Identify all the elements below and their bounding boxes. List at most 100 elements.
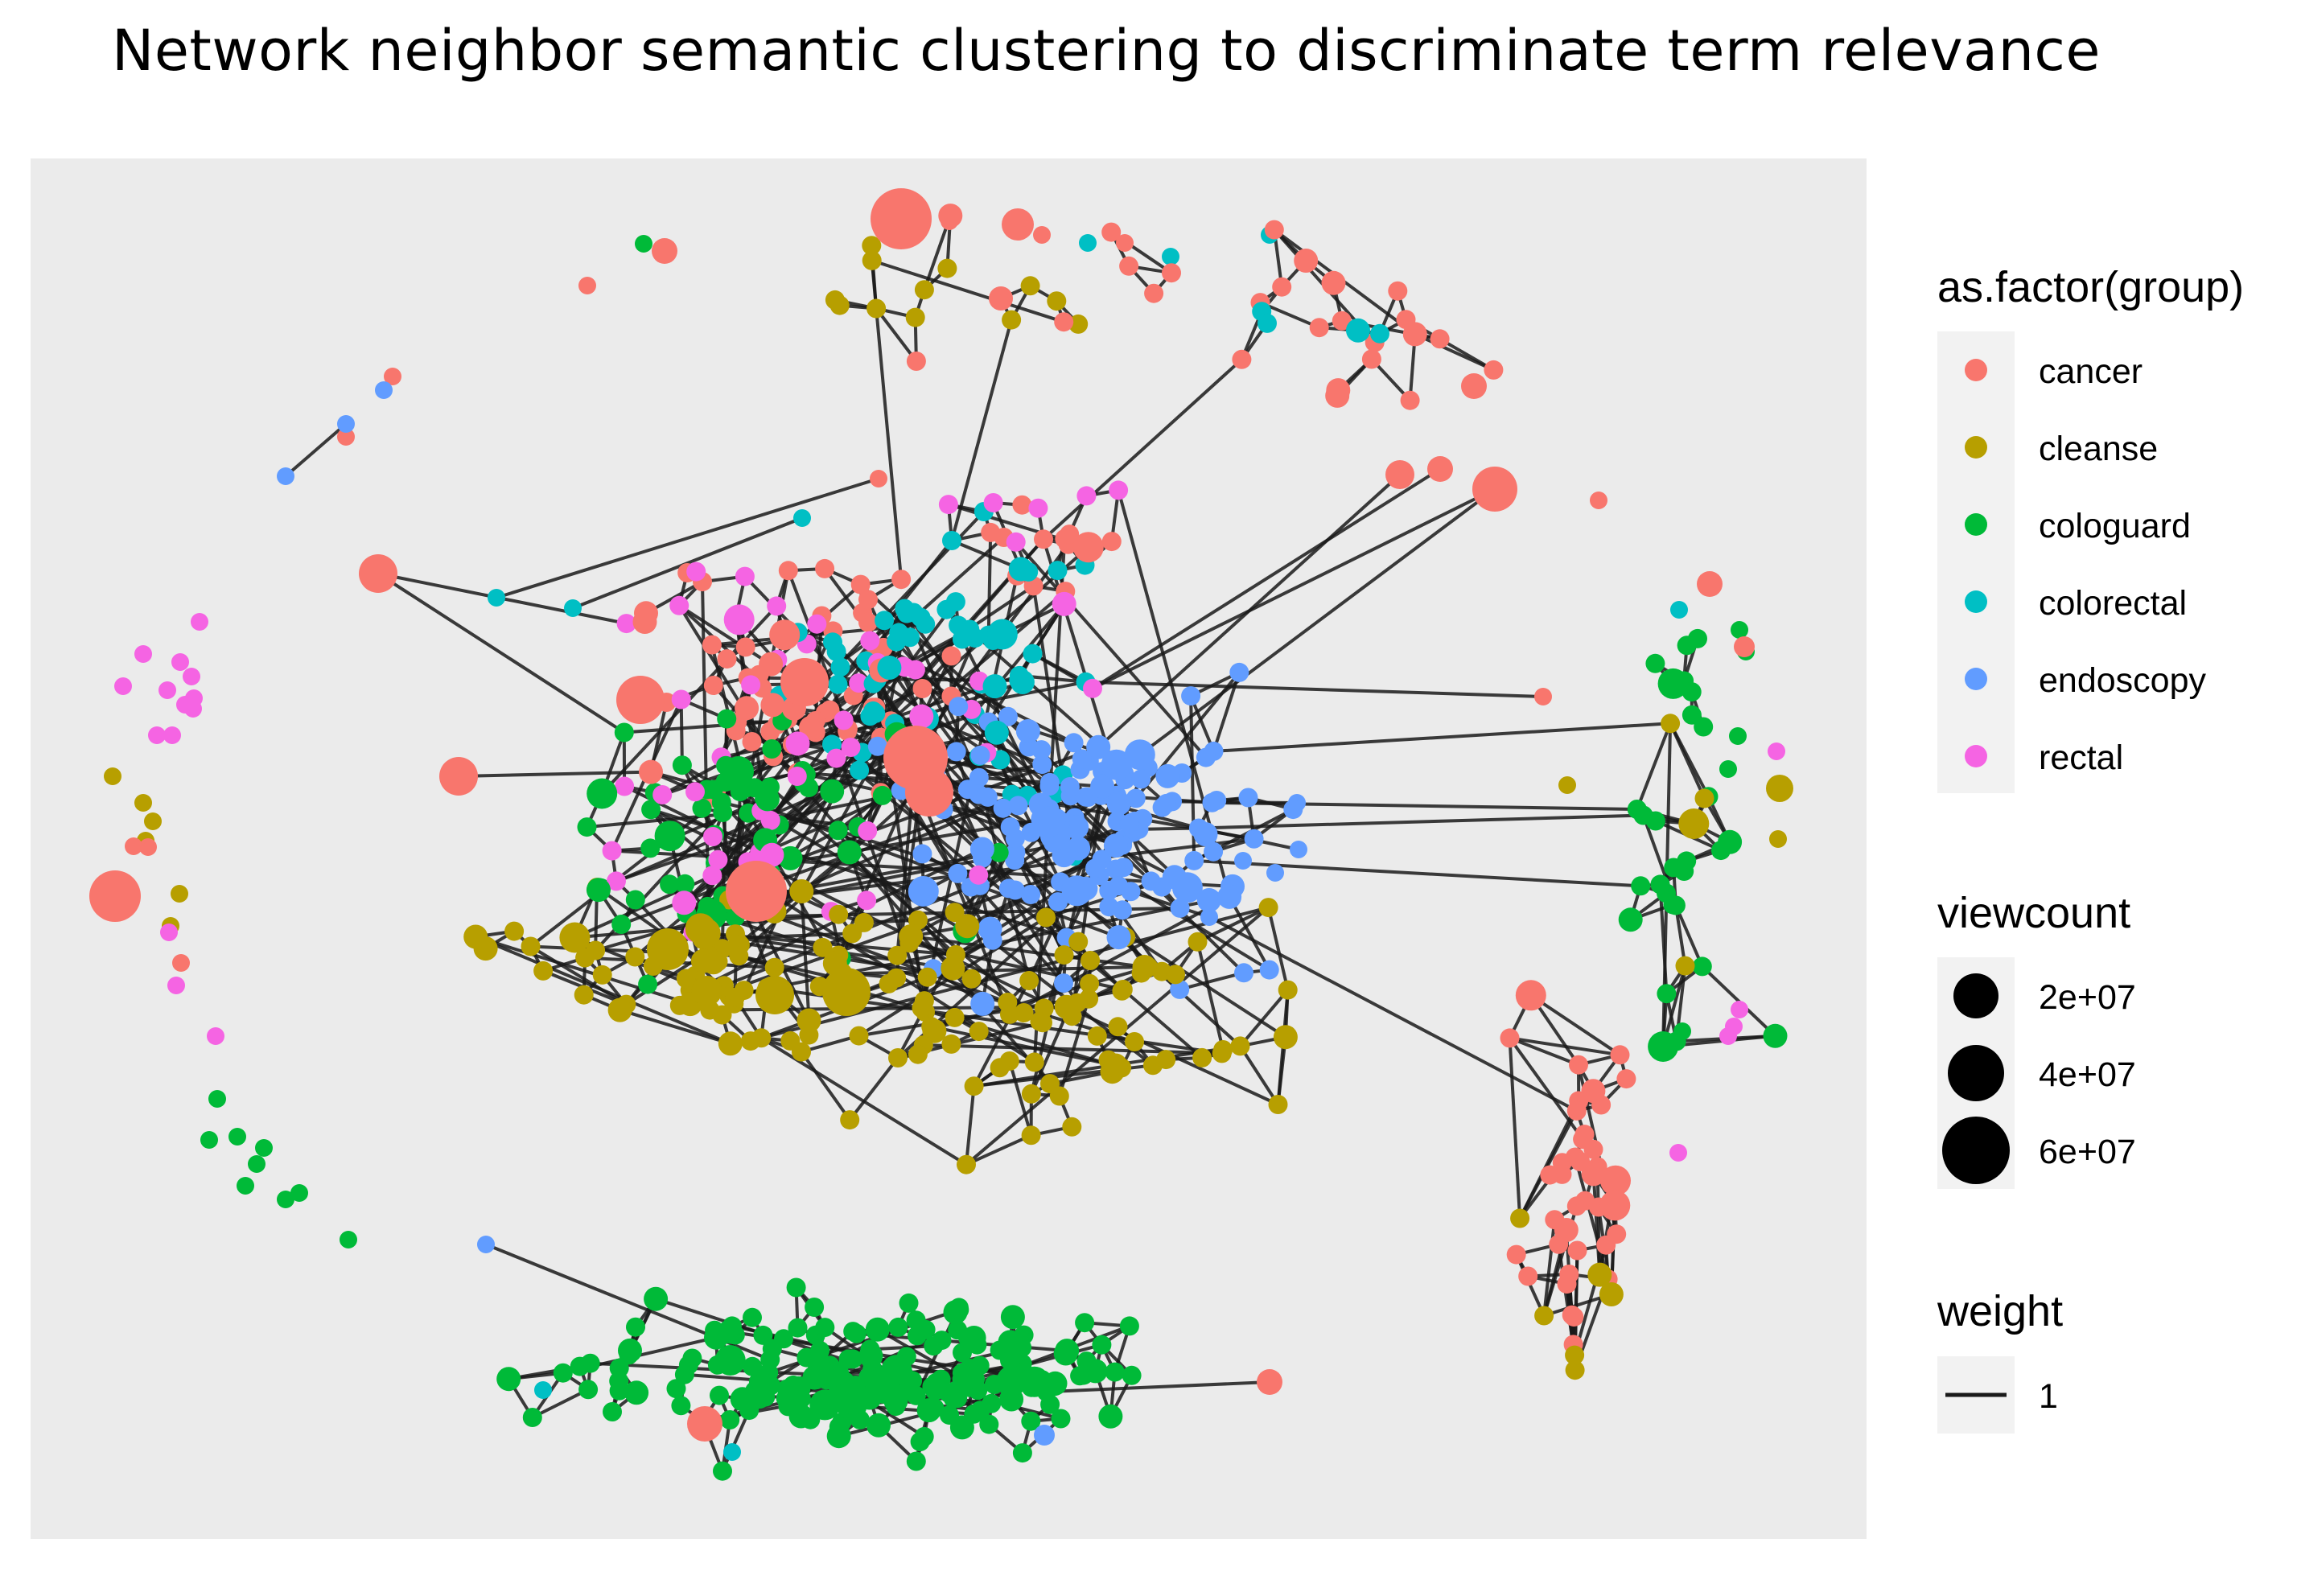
node-cancer xyxy=(1116,234,1134,252)
node-rectal xyxy=(1669,1144,1687,1162)
node-cologuard xyxy=(755,787,780,812)
node-cologuard xyxy=(888,1317,908,1337)
node-cancer xyxy=(1552,1164,1572,1184)
legend-label-cologuard: cologuard xyxy=(2039,507,2191,545)
node-cancer xyxy=(815,558,835,578)
node-cologuard xyxy=(866,1413,891,1438)
node-cleanse xyxy=(1036,907,1056,928)
node-cologuard xyxy=(865,1317,890,1342)
node-cleanse xyxy=(1661,714,1681,734)
node-cleanse xyxy=(866,298,887,319)
node-colorectal xyxy=(1010,670,1035,694)
node-cancer xyxy=(726,861,787,922)
node-cancer xyxy=(337,428,355,446)
node-endoscopy xyxy=(1076,787,1096,807)
node-cleanse xyxy=(1132,955,1157,979)
node-cologuard xyxy=(1648,1031,1679,1062)
node-cancer xyxy=(1600,1165,1631,1196)
node-cancer xyxy=(1430,329,1450,349)
node-cleanse xyxy=(914,280,934,300)
network-edge xyxy=(1138,487,1496,756)
network-edge xyxy=(721,1409,751,1472)
node-cleanse xyxy=(964,1076,984,1096)
network-edge xyxy=(689,858,1103,1006)
network-edge xyxy=(1228,895,1271,971)
node-colorectal xyxy=(723,1443,741,1461)
node-rectal xyxy=(686,561,706,582)
node-cologuard xyxy=(625,890,645,910)
node-cologuard xyxy=(1051,1409,1071,1429)
network-edge xyxy=(620,1008,731,1046)
node-cleanse xyxy=(1021,1084,1041,1104)
network-edge xyxy=(1009,895,1231,1016)
node-cleanse xyxy=(1000,1004,1019,1024)
node-rectal xyxy=(860,631,880,651)
node-endoscopy xyxy=(1234,963,1253,983)
node-endoscopy xyxy=(908,876,939,907)
node-cologuard xyxy=(820,779,845,804)
node-colorectal xyxy=(1258,313,1277,333)
node-rectal xyxy=(685,782,705,802)
node-rectal xyxy=(1052,591,1076,616)
node-rectal xyxy=(905,660,925,680)
network-edge xyxy=(1674,904,1704,968)
node-cologuard xyxy=(1657,984,1677,1004)
node-endoscopy xyxy=(1008,796,1028,816)
legend-weight-label: 1 xyxy=(2039,1377,2058,1416)
node-cleanse xyxy=(729,946,749,966)
node-colorectal xyxy=(1670,601,1688,619)
network-edge xyxy=(1509,1036,1579,1067)
network-edge xyxy=(1518,1100,1580,1220)
node-endoscopy xyxy=(1005,829,1025,849)
node-cancer xyxy=(717,649,737,669)
legend-label-endoscopy: endoscopy xyxy=(2039,661,2206,700)
node-cancer xyxy=(891,570,912,590)
node-rectal xyxy=(1076,486,1097,506)
node-endoscopy xyxy=(978,916,1002,941)
node-endoscopy xyxy=(970,991,995,1016)
network-edge xyxy=(930,1025,1116,1067)
node-rectal xyxy=(759,842,784,867)
node-cancer xyxy=(634,601,658,626)
node-colorectal xyxy=(1008,557,1033,582)
node-cologuard xyxy=(644,1286,669,1311)
node-cleanse xyxy=(1558,776,1576,794)
node-cleanse xyxy=(1694,788,1714,808)
node-cologuard xyxy=(828,821,848,841)
legend-weight: weight 1 xyxy=(1937,1287,2063,1434)
node-cologuard xyxy=(609,1371,629,1391)
node-endoscopy xyxy=(1109,876,1129,896)
node-cologuard xyxy=(1098,1404,1123,1429)
node-cologuard xyxy=(618,1338,642,1363)
node-cancer xyxy=(1054,312,1074,332)
node-cleanse xyxy=(1188,932,1208,952)
node-rectal xyxy=(969,865,989,885)
node-cologuard xyxy=(718,1319,743,1344)
node-cologuard xyxy=(747,1384,772,1409)
node-cologuard xyxy=(843,1322,863,1342)
network-edge xyxy=(1669,722,1710,798)
node-rectal xyxy=(652,785,673,804)
node-cleanse xyxy=(104,767,121,785)
node-cologuard xyxy=(753,1325,773,1345)
node-cancer xyxy=(1734,636,1755,657)
node-cancer xyxy=(1590,492,1607,509)
node-cleanse xyxy=(1675,956,1695,976)
node-endoscopy xyxy=(998,706,1018,726)
node-rectal xyxy=(834,710,854,730)
node-cleanse xyxy=(764,957,784,977)
node-cancer xyxy=(1427,456,1453,482)
node-cleanse xyxy=(607,998,632,1022)
node-cologuard xyxy=(1075,1313,1095,1333)
node-cleanse xyxy=(990,1058,1010,1078)
node-cancer xyxy=(1697,571,1723,597)
node-cleanse xyxy=(1068,932,1089,952)
node-endoscopy xyxy=(1035,806,1066,837)
network-edge xyxy=(871,258,1064,324)
node-rectal xyxy=(615,776,635,796)
node-cancer xyxy=(820,700,840,720)
node-endoscopy xyxy=(1064,733,1084,753)
network-edge xyxy=(1509,1036,1620,1057)
node-cleanse xyxy=(1079,989,1099,1009)
